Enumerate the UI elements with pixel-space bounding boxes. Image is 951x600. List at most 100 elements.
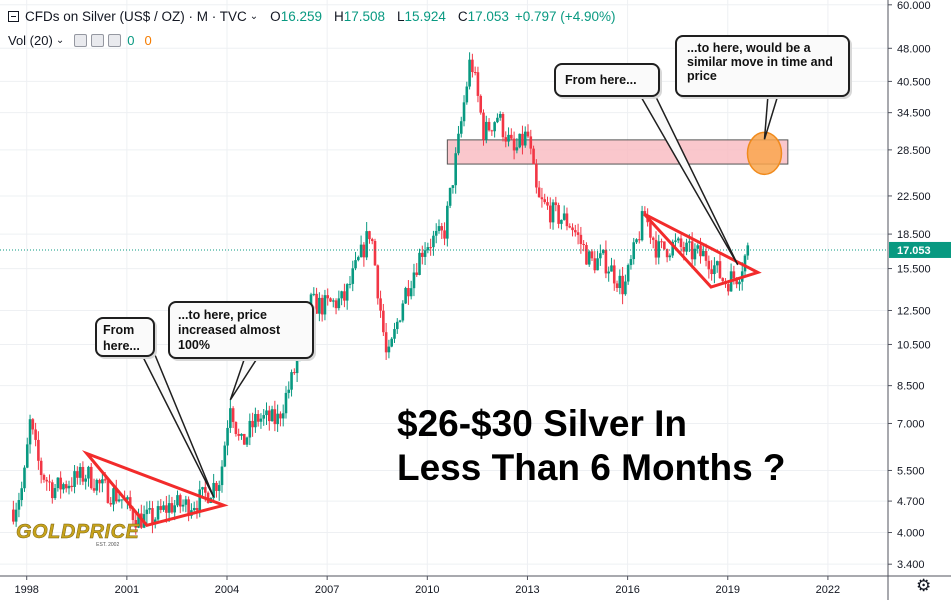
candle-body <box>571 227 574 231</box>
candle-body <box>23 467 26 489</box>
close-icon[interactable] <box>108 34 122 47</box>
candle-body <box>599 253 602 259</box>
chevron-down-icon[interactable]: ⌄ <box>249 11 259 22</box>
candle-body <box>270 409 274 422</box>
resistance-zone <box>446 139 789 165</box>
y-tick-label: 4.000 <box>897 528 925 540</box>
candle-body <box>537 187 541 198</box>
last-price-label: 17.053 <box>897 245 931 257</box>
candle-body <box>226 427 229 446</box>
candle-body <box>727 284 730 292</box>
candle-body <box>201 487 204 490</box>
chevron-down-icon[interactable]: ⌄ <box>55 35 65 46</box>
candle-body <box>198 489 202 511</box>
candle-body <box>688 241 691 243</box>
y-tick-label: 7.000 <box>897 418 925 430</box>
candle-body <box>721 278 725 282</box>
candle-body <box>529 136 533 149</box>
candle-body <box>167 503 171 513</box>
x-tick-label: 2019 <box>716 584 740 596</box>
collapse-icon[interactable] <box>8 11 19 22</box>
candle-body <box>515 147 519 151</box>
candle-body <box>626 265 630 282</box>
resistance-zone-rect <box>446 139 789 165</box>
candle-body <box>407 288 410 297</box>
y-tick-label: 15.500 <box>897 264 931 276</box>
candle-body <box>48 481 51 483</box>
headline-line-2: Less Than 6 Months ? <box>397 447 786 488</box>
candle-body <box>713 265 716 275</box>
y-tick-label: 4.700 <box>897 496 925 508</box>
candle-body <box>443 230 446 239</box>
candle-body <box>373 241 377 266</box>
candle-body <box>574 230 577 233</box>
candle-body <box>532 148 535 165</box>
candle-body <box>548 205 552 223</box>
candle-body <box>173 505 177 513</box>
candle-body <box>715 261 719 266</box>
candle-body <box>685 242 688 252</box>
candle-body <box>215 482 218 491</box>
candle-body <box>379 298 382 311</box>
candle-body <box>540 197 544 200</box>
candle-body <box>660 241 663 243</box>
candle-body <box>432 235 435 248</box>
candle-body <box>551 202 555 223</box>
candle-body <box>704 251 708 261</box>
candle-body <box>51 482 54 499</box>
volume-label[interactable]: Vol (20) <box>8 33 53 48</box>
candle-body <box>568 226 572 228</box>
candle-body <box>245 437 249 445</box>
candle-body <box>64 484 68 489</box>
x-tick-label: 2022 <box>816 584 840 596</box>
x-tick-label: 2013 <box>515 584 539 596</box>
candle-body <box>412 272 416 289</box>
x-tick-label: 2001 <box>115 584 139 596</box>
gear-icon[interactable]: ⚙ <box>916 576 932 595</box>
candle-body <box>699 245 702 257</box>
candle-body <box>690 241 694 260</box>
candle-body <box>679 238 683 248</box>
eye-icon[interactable] <box>74 34 88 47</box>
candle-body <box>732 271 736 279</box>
headline-line-1: $26-$30 Silver In <box>397 403 688 444</box>
candle-body <box>743 255 747 272</box>
candle-body <box>663 241 666 250</box>
callout-tail-2 <box>229 356 260 401</box>
candle-body <box>84 478 87 482</box>
candle-body <box>151 508 154 525</box>
settings-icon[interactable] <box>91 34 105 47</box>
y-tick-label: 22.500 <box>897 191 931 203</box>
candle-body <box>382 310 385 333</box>
chart-grid <box>0 0 888 576</box>
symbol-title[interactable]: CFDs on Silver (US$ / OZ) · M · TVC <box>25 9 247 24</box>
candle-body <box>112 488 115 505</box>
candle-body <box>76 471 79 478</box>
candle-body <box>354 260 357 269</box>
candle-body <box>284 392 288 414</box>
candle-body <box>479 95 483 113</box>
candle-body <box>14 509 18 522</box>
change-value: +0.797 (+4.90%) <box>514 9 616 24</box>
candle-body <box>426 247 430 251</box>
candle-body <box>487 121 491 131</box>
candle-body <box>562 213 566 220</box>
candle-body <box>323 295 327 315</box>
candle-body <box>482 112 485 140</box>
candle-body <box>454 153 457 186</box>
candle-body <box>120 499 124 501</box>
candle-body <box>693 248 697 260</box>
candle-body <box>184 499 188 505</box>
candle-body <box>357 257 360 261</box>
candle-body <box>131 508 135 521</box>
triangle-pattern-2 <box>643 212 762 289</box>
candle-body <box>473 72 477 74</box>
candle-body <box>231 408 235 423</box>
candle-body <box>629 259 633 266</box>
candle-body <box>17 500 21 510</box>
candle-body <box>624 281 627 295</box>
candle-body <box>103 479 107 481</box>
candle-body <box>457 133 460 154</box>
y-tick-label: 12.500 <box>897 305 931 317</box>
